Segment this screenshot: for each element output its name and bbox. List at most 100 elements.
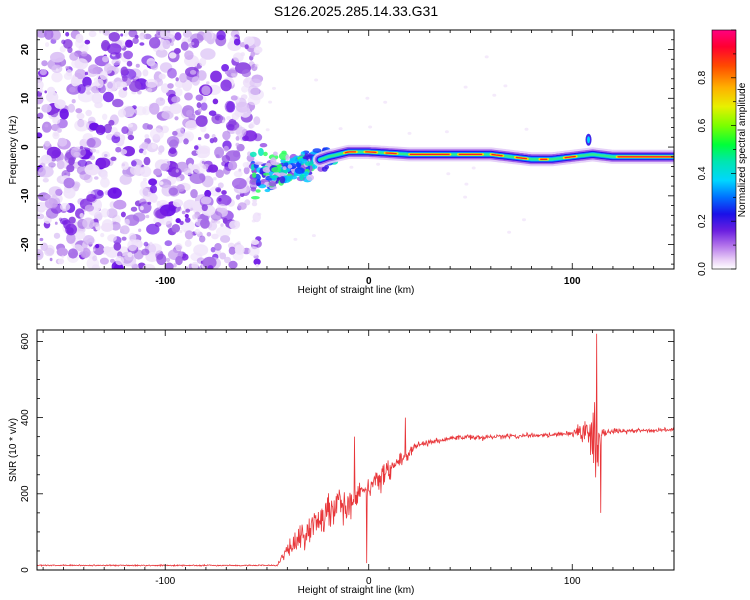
noise-blob [84,204,94,212]
noise-blob [99,70,108,81]
noise-blob [463,85,468,89]
ridge-blob [249,151,257,157]
noise-blob [215,187,222,193]
noise-blob [127,134,135,141]
snr-xtick-label: 0 [366,576,372,587]
snr-xlabel: Height of straight line (km) [298,585,415,596]
noise-blob [156,253,167,265]
snr-ytick-label: 0 [20,567,31,573]
spectrogram-xtick-label: 100 [564,276,581,287]
noise-blob [214,243,222,251]
noise-blob [140,180,148,189]
noise-blob [105,80,118,92]
noise-blob [58,137,63,144]
noise-blob [197,108,202,113]
noise-blob [91,92,103,104]
noise-blob [119,174,132,185]
noise-blob [45,208,59,219]
noise-blob [44,140,51,147]
snr-frame [36,329,675,571]
noise-blob [222,130,231,141]
noise-blob [522,218,526,222]
snr-ylabel: SNR (10 * v/v) [8,418,19,482]
ridge-blob [259,143,268,148]
colorbar-ticks: 0.0 0.2 0.4 0.6 0.8 [697,29,736,276]
noise-blob [179,73,188,83]
noise-blob [151,143,157,149]
noise-blob [222,217,228,224]
noise-blob [225,30,229,35]
noise-blob [338,127,343,131]
noise-blob [37,94,44,105]
noise-blob [175,218,181,224]
noise-blob [268,100,273,104]
snr-xtick-label: 100 [564,576,581,587]
noise-blob [56,160,65,170]
noise-blob [86,91,91,95]
noise-blob [251,239,259,245]
noise-blob [100,232,105,238]
snr-panel: -100 0 100 0 200 400 600 Height of straight li… [8,329,675,596]
noise-blob [233,170,243,178]
noise-blob [179,230,183,234]
noise-blob [80,250,90,259]
noise-blob [199,57,207,67]
noise-blob [92,248,96,252]
noise-blob [253,258,261,266]
noise-blob [127,252,133,258]
noise-blob [140,168,145,173]
noise-blob [115,255,124,266]
noise-blob [142,263,156,269]
noise-blob [173,263,177,268]
noise-blob [116,30,119,33]
noise-blob [184,239,192,247]
noise-blob [135,63,140,68]
noise-blob [186,109,193,117]
noise-blob [112,98,124,108]
ridge-peak-red [365,151,377,154]
noise-blob [113,199,127,210]
noise-blob [142,69,149,77]
spectrogram-xtick-label: -100 [155,276,175,287]
ridge-blob [306,174,314,181]
noise-blob [139,32,147,40]
noise-blob [95,244,100,249]
noise-blob [463,195,468,199]
noise-blob [115,67,122,72]
noise-blob [106,208,118,219]
noise-blob [129,164,143,176]
noise-blob [194,228,201,235]
noise-blob [161,110,174,120]
ridge-blob [268,181,277,187]
ridge-blob [263,151,268,157]
noise-blob [150,184,157,194]
noise-blob [120,81,127,88]
noise-blob [145,214,150,219]
noise-blob [164,240,173,247]
noise-blob [48,162,56,168]
noise-blob [59,202,71,212]
noise-blob [115,146,122,153]
ridge-peak-red [344,151,357,154]
noise-blob [143,241,149,247]
noise-blob [142,105,151,116]
noise-blob [196,102,202,109]
noise-blob [224,71,229,75]
noise-blob [251,201,258,207]
noise-blob [201,160,205,164]
ridge-blob [279,176,286,184]
noise-blob [110,156,117,161]
snr-xtick-label: -100 [155,576,175,587]
noise-blob [138,148,144,154]
noise-blob [376,162,381,166]
noise-blob [226,116,231,121]
noise-blob [218,197,222,202]
noise-blob [184,230,194,240]
noise-blob [214,146,225,159]
noise-blob [220,235,231,243]
noise-blob [39,69,47,76]
noise-blob [253,116,261,126]
spectrogram-frame [36,29,675,270]
ridge-blob [255,189,261,193]
noise-blob [407,131,412,135]
